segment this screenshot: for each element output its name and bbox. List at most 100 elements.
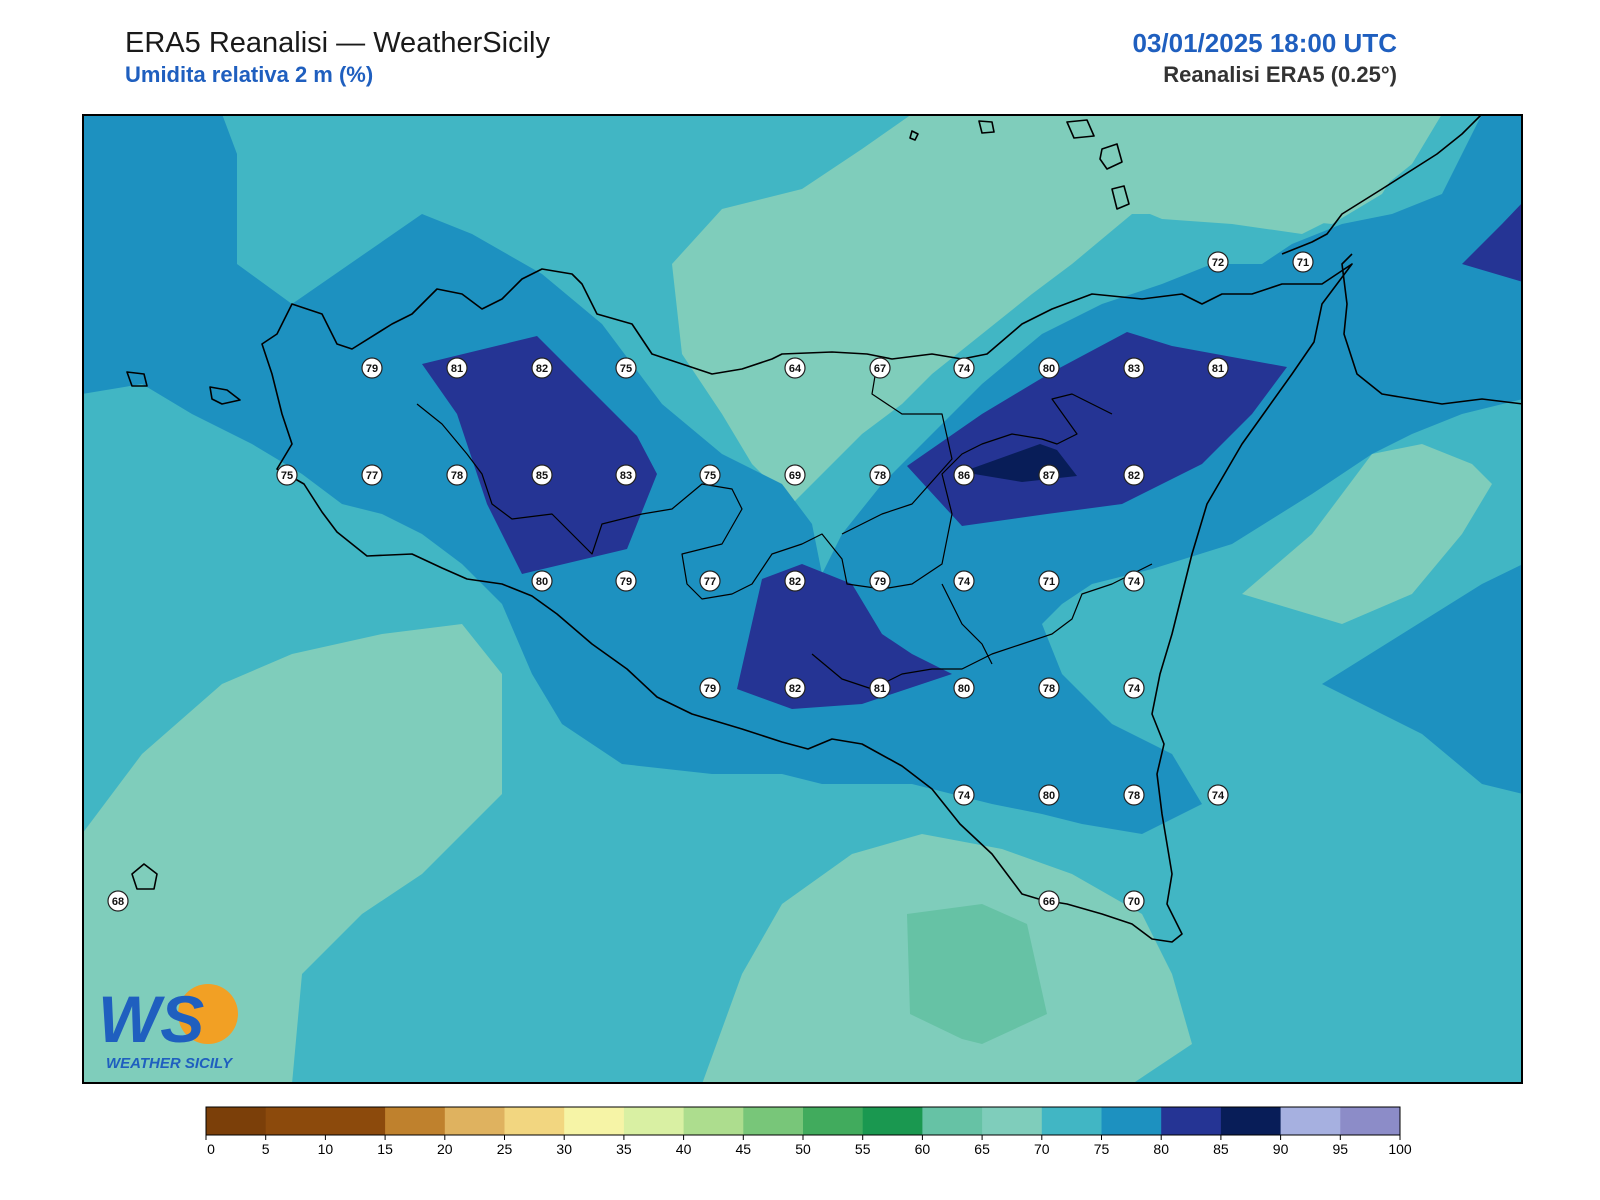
weathersicily-logo: WS WEATHER SICILY: [98, 982, 238, 1072]
station-marker: 82: [1123, 464, 1145, 486]
lipari-island-5: [1111, 185, 1130, 210]
station-circle: [531, 464, 553, 486]
station-circle: [1123, 464, 1145, 486]
station-marker: 70: [1123, 890, 1145, 912]
station-value: 66: [1043, 896, 1055, 908]
station-circle: [699, 677, 721, 699]
station-value: 75: [704, 470, 716, 482]
colorbar-tick-label: 40: [676, 1141, 692, 1157]
valid-datetime: 03/01/2025 18:00 UTC: [1132, 28, 1397, 58]
station-marker: 74: [1123, 570, 1145, 592]
station-value: 78: [874, 470, 886, 482]
station-marker: 64: [784, 357, 806, 379]
station-value: 81: [451, 363, 463, 375]
band-80-85-northwest: [422, 336, 657, 574]
colorbar-cell: [1220, 1107, 1282, 1135]
province-boundaries: [416, 363, 1153, 690]
station-circle: [784, 357, 806, 379]
colorbar-cell: [444, 1107, 505, 1135]
colorbar-cell: [683, 1107, 744, 1135]
colorbar-cell: [325, 1107, 386, 1135]
station-value: 87: [1043, 470, 1055, 482]
colorbar-tick-label: 80: [1153, 1141, 1169, 1157]
station-circle: [446, 357, 468, 379]
station-circle: [953, 357, 975, 379]
logo-sun-icon: [178, 984, 238, 1044]
station-circle: [615, 357, 637, 379]
station-circle: [107, 890, 129, 912]
station-value: 79: [874, 576, 886, 588]
colorbar-tick-label: 15: [377, 1141, 393, 1157]
station-marker: 79: [869, 570, 891, 592]
humidity-map: 79 81 82 75 64 67 74 80 83 81 75 77 78 85 83 75 69 78 86 87…: [82, 114, 1523, 1084]
calabria-coastline: [1281, 114, 1523, 405]
station-value: 85: [536, 470, 548, 482]
station-marker: 74: [953, 357, 975, 379]
colorbar-cell: [206, 1107, 267, 1135]
station-value: 77: [366, 470, 378, 482]
colorbar-cell: [922, 1107, 983, 1135]
colorbar-cell: [803, 1107, 864, 1135]
station-value: 78: [451, 470, 463, 482]
station-circle: [869, 357, 891, 379]
band-80-85-central: [737, 564, 952, 709]
station-circle: [953, 570, 975, 592]
station-circle: [361, 464, 383, 486]
lipari-island-2: [978, 120, 995, 134]
station-marker: 75: [276, 464, 298, 486]
station-circle: [1123, 357, 1145, 379]
colorbar-tick-label: 55: [855, 1141, 871, 1157]
station-marker: 71: [1038, 570, 1060, 592]
station-value: 78: [1043, 683, 1055, 695]
station-marker: 71: [1292, 251, 1314, 273]
station-circle: [784, 677, 806, 699]
colorbar-ticks: 0 5 10 15 20 25 30 35 40 45 50 55 60 65 70 75 80 85 90 95 10…: [205, 1135, 1412, 1157]
station-circle: [361, 357, 383, 379]
station-value: 80: [1043, 363, 1055, 375]
station-value: 79: [704, 683, 716, 695]
colorbar-cell: [564, 1107, 625, 1135]
station-marker: 80: [531, 570, 553, 592]
station-value: 69: [789, 470, 801, 482]
title-block: ERA5 Reanalisi — WeatherSicily Umidita r…: [125, 26, 550, 90]
colorbar-cell: [1280, 1107, 1341, 1135]
station-marker: 67: [869, 357, 891, 379]
station-value: 67: [874, 363, 886, 375]
station-marker: 79: [615, 570, 637, 592]
station-marker: 74: [953, 570, 975, 592]
station-marker: 75: [699, 464, 721, 486]
colorbar-tick-label: 75: [1094, 1141, 1110, 1157]
station-value: 74: [958, 363, 971, 375]
colorbar-cells: [206, 1107, 1401, 1135]
station-value: 72: [1212, 257, 1224, 269]
station-marker: 85: [531, 464, 553, 486]
station-circle: [869, 464, 891, 486]
station-marker: 78: [446, 464, 468, 486]
sicily-coastline: [261, 263, 1353, 943]
station-value: 81: [1212, 363, 1224, 375]
station-value: 74: [1128, 576, 1141, 588]
station-marker: 78: [869, 464, 891, 486]
colorbar-tick-label: 95: [1333, 1141, 1349, 1157]
colorbar-frame: [205, 1106, 1401, 1136]
map-frame: [82, 114, 1523, 1084]
coastlines: [126, 114, 1523, 943]
station-circle: [615, 570, 637, 592]
lipari-island-3: [1066, 119, 1095, 139]
station-value: 64: [789, 363, 802, 375]
station-value: 77: [704, 576, 716, 588]
colorbar-tick-label: 35: [616, 1141, 632, 1157]
station-value: 86: [958, 470, 970, 482]
colorbar-tick-label: 100: [1388, 1141, 1412, 1157]
station-value: 82: [536, 363, 548, 375]
station-marker: 74: [1207, 784, 1229, 806]
colorbar-tick-label: 90: [1273, 1141, 1289, 1157]
station-marker: 81: [1207, 357, 1229, 379]
station-value: 70: [1128, 896, 1140, 908]
station-circle: [1207, 357, 1229, 379]
station-circle: [1207, 251, 1229, 273]
colorbar-cell: [385, 1107, 446, 1135]
colorbar-tick-label: 60: [915, 1141, 931, 1157]
lipari-island-1: [909, 130, 919, 141]
station-marker: 78: [1123, 784, 1145, 806]
